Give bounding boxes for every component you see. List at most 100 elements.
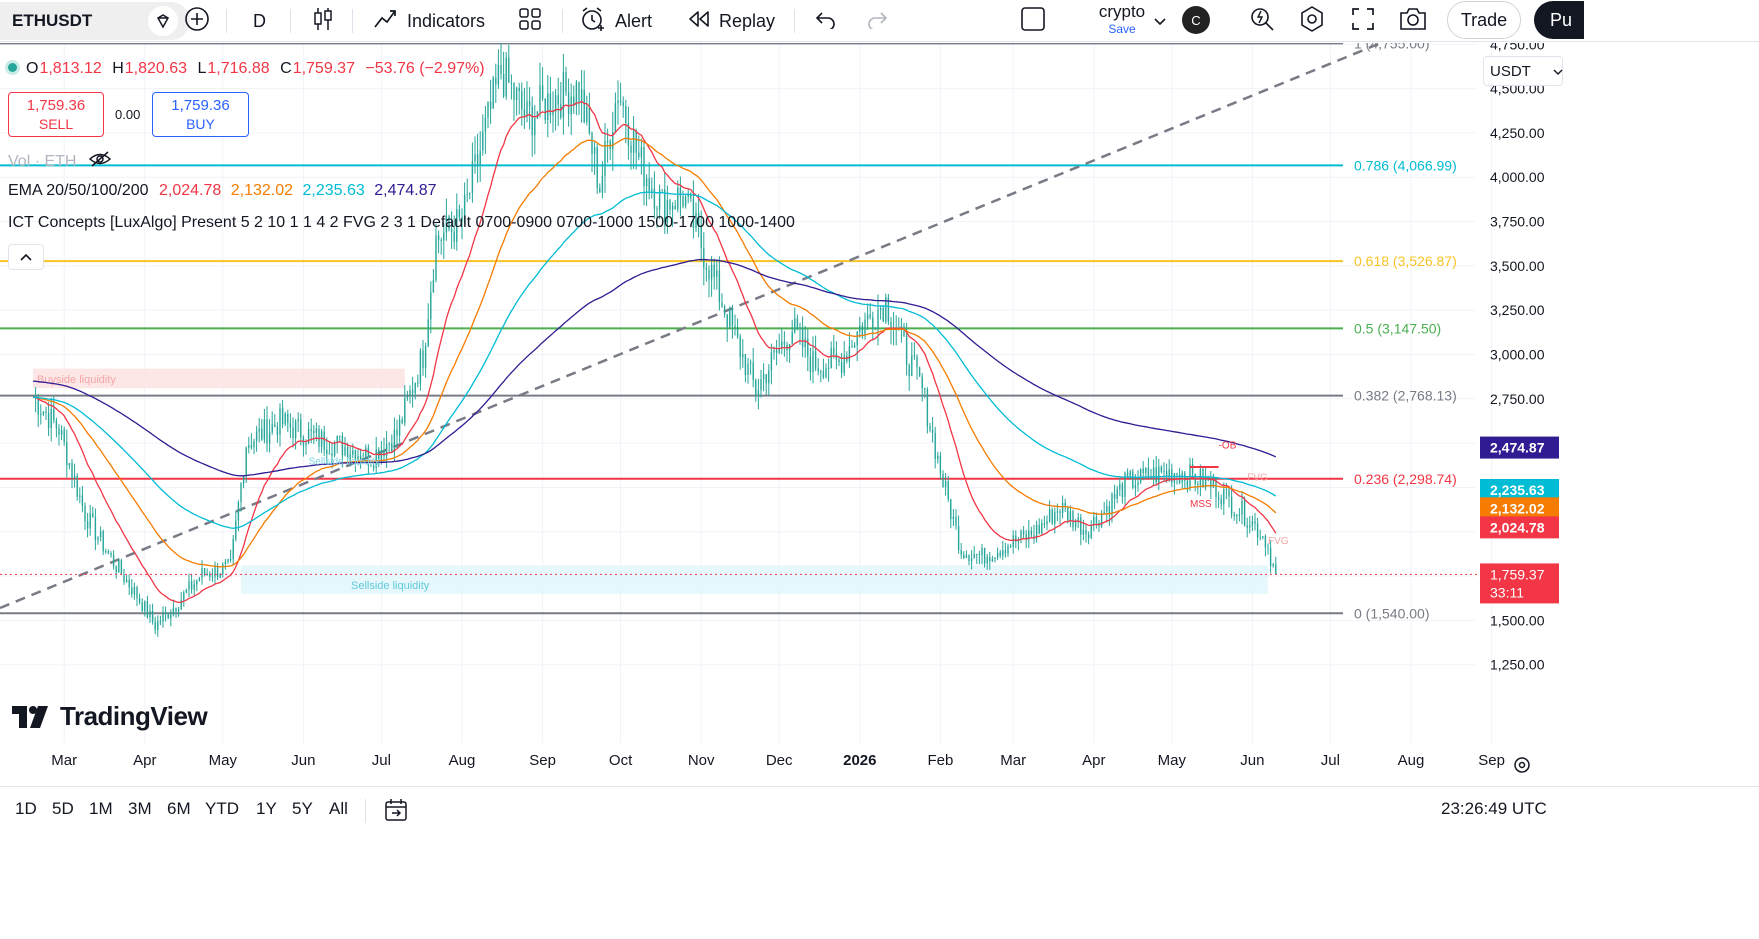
price-tag (1480, 516, 1559, 539)
volume-legend[interactable]: Vol · ETH (8, 150, 112, 173)
price-axis-label: 4,000.00 (1490, 169, 1545, 185)
candle-body (159, 621, 162, 623)
candle-body (331, 453, 333, 456)
candle-body (1137, 482, 1139, 486)
candle-body (950, 499, 952, 520)
layout-save[interactable]: Save (1108, 22, 1136, 36)
undo-button[interactable] (814, 0, 838, 42)
ema-legend[interactable]: EMA 20/50/100/200 2,024.78 2,132.02 2,23… (8, 182, 437, 200)
chevron-down-icon (1153, 11, 1167, 31)
chart-type-button[interactable] (312, 0, 334, 42)
candle-body (99, 531, 102, 538)
candle-body (924, 387, 926, 390)
layout-dropdown[interactable] (1153, 0, 1167, 42)
publish-button[interactable]: Pu (1534, 1, 1584, 39)
ict-annotation: Sellside liquidity (309, 456, 380, 467)
candle-body (440, 239, 442, 241)
eye-off-icon[interactable] (88, 150, 112, 173)
price-tag-label: 2,235.63 (1490, 482, 1545, 498)
candle-body (807, 338, 809, 357)
range-all[interactable]: All (329, 799, 348, 818)
price-tags: 2,474.87 2,235.63 2,132.02 2,024.78 1,759.37… (0, 436, 1559, 604)
candle-body (414, 382, 416, 394)
ict-legend[interactable]: ICT Concepts [LuxAlgo] Present 5 2 10 1 … (8, 214, 795, 232)
range-1m[interactable]: 1M (89, 799, 113, 818)
range-5y[interactable]: 5Y (292, 799, 313, 818)
candle-body (848, 346, 851, 362)
add-symbol-button[interactable] (184, 0, 210, 42)
candle-body (1020, 530, 1022, 540)
replay-button[interactable]: Replay (687, 0, 775, 42)
candle-body (1171, 469, 1173, 483)
range-1d[interactable]: 1D (15, 799, 37, 818)
candle-body (1186, 480, 1189, 488)
price-axis-label: 1,500.00 (1490, 612, 1545, 628)
candle-body (1100, 513, 1103, 527)
goto-date-button[interactable] (383, 797, 409, 828)
candle-body (976, 553, 978, 555)
market-status-dot (8, 63, 17, 72)
ema-20-line (32, 100, 1277, 604)
candle-body (495, 77, 497, 85)
trend-line[interactable] (0, 43, 1381, 610)
replay-label: Replay (719, 10, 776, 31)
candle-body (861, 325, 864, 335)
redo-button[interactable] (865, 0, 889, 42)
candle-body (565, 72, 567, 93)
candle-body (1228, 488, 1230, 497)
layout-checkbox[interactable] (1020, 0, 1046, 42)
currency-selector[interactable]: USDT (1483, 56, 1563, 86)
candle-body (1212, 477, 1215, 488)
account-avatar[interactable]: C (1182, 6, 1210, 34)
range-1y[interactable]: 1Y (256, 799, 277, 818)
range-5d[interactable]: 5D (52, 799, 74, 818)
candle-body (281, 408, 284, 425)
candle-body (726, 314, 728, 328)
templates-button[interactable] (518, 0, 542, 42)
alert-button[interactable]: Alert (579, 0, 652, 42)
candle-body (796, 318, 799, 329)
fib-level-label: 1 (4,755.00) (1354, 43, 1430, 51)
range-6m[interactable]: 6M (167, 799, 191, 818)
candle-body (573, 96, 575, 106)
quick-search-button[interactable] (1248, 0, 1276, 42)
candle-body (723, 306, 726, 315)
candle-body (567, 92, 570, 115)
fullscreen-button[interactable] (1350, 0, 1376, 42)
candle-body (970, 557, 973, 562)
trade-button[interactable]: Trade (1447, 1, 1521, 39)
range-ytd[interactable]: YTD (205, 799, 239, 818)
time-axis[interactable]: Mar Apr May Jun Jul Aug Sep Oct Nov Dec 2026 Feb Mar… (51, 752, 1530, 773)
candle-body (227, 558, 229, 562)
candle-body (237, 501, 240, 521)
collapse-legend-button[interactable] (8, 244, 44, 270)
bottom-toolbar: 1D 5D 1M 3M 6M YTD 1Y 5Y All 23:26:49 UT… (0, 786, 1759, 834)
layout-selector[interactable]: crypto Save (1072, 2, 1172, 36)
tradingview-logo[interactable]: TradingView (10, 701, 208, 732)
candle-body (515, 87, 518, 100)
buy-button[interactable]: 1,759.36 BUY (152, 92, 249, 137)
price-chart[interactable]: Buyside liquidity Sellside liquidity 1 (4… (0, 43, 1759, 786)
candle-body (1046, 521, 1048, 525)
snapshot-button[interactable] (1398, 0, 1428, 42)
interval-button[interactable]: D (253, 0, 266, 42)
symbol-name: ETHUSDT (12, 11, 93, 30)
candle-body (1233, 513, 1235, 517)
candle-body (437, 235, 440, 240)
candle-body (222, 564, 224, 575)
candle-body (172, 607, 175, 615)
candle-body (612, 132, 614, 150)
candle-body (1126, 472, 1129, 476)
sell-button[interactable]: 1,759.36 SELL (8, 92, 104, 137)
candle-body (877, 309, 879, 330)
fib-retracement[interactable]: 1 (4,755.00) 0.786 (4,066.99) 0.618 (3,526… (0, 43, 1457, 621)
symbol-search[interactable]: ETHUSDT (0, 2, 190, 40)
indicators-button[interactable]: Indicators (373, 0, 485, 42)
symbol-badge-icon[interactable] (148, 6, 178, 36)
candle-body (151, 610, 154, 622)
interval-label: D (253, 10, 266, 31)
utc-clock[interactable]: 23:26:49 UTC (1441, 799, 1547, 818)
settings-button[interactable] (1298, 0, 1326, 42)
candle-body (869, 314, 871, 318)
range-3m[interactable]: 3M (128, 799, 152, 818)
